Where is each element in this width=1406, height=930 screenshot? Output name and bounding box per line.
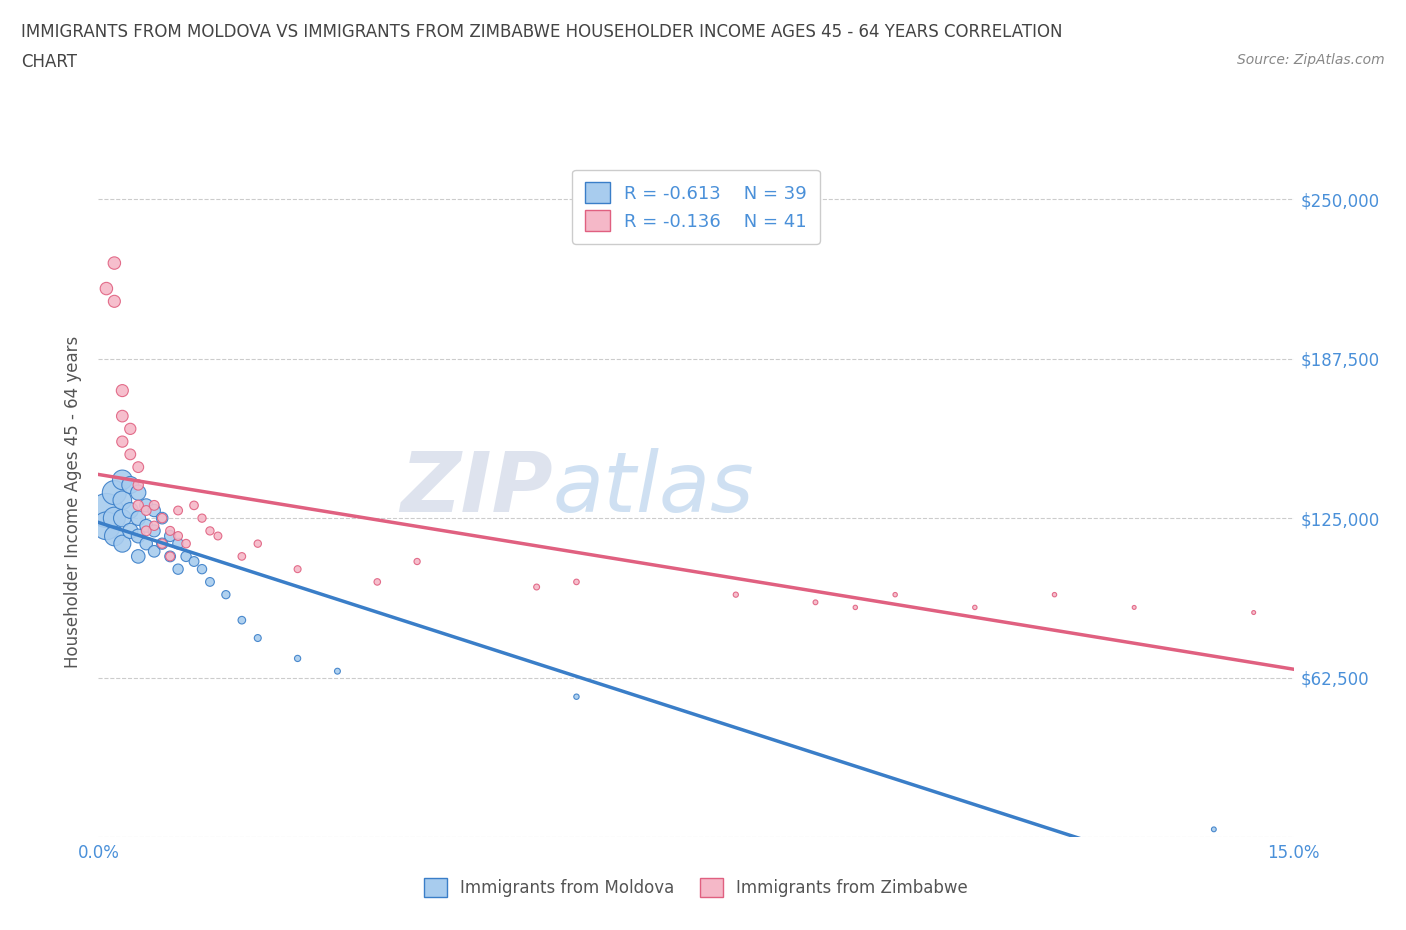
Point [111, 511, 134, 525]
Point [150, 511, 173, 525]
Point [111, 383, 134, 398]
Point [174, 537, 197, 551]
Text: CHART: CHART [21, 53, 77, 71]
Text: Source: ZipAtlas.com: Source: ZipAtlas.com [1237, 53, 1385, 67]
Point [127, 485, 149, 500]
Point [135, 524, 157, 538]
Text: atlas: atlas [553, 448, 754, 529]
Text: IMMIGRANTS FROM MOLDOVA VS IMMIGRANTS FROM ZIMBABWE HOUSEHOLDER INCOME AGES 45 -: IMMIGRANTS FROM MOLDOVA VS IMMIGRANTS FR… [21, 23, 1063, 41]
Point [127, 549, 149, 564]
Point [565, 689, 588, 704]
Point [191, 511, 214, 525]
Point [143, 518, 166, 533]
Point [167, 562, 190, 577]
Point [287, 651, 309, 666]
Point [231, 549, 253, 564]
Point [246, 631, 269, 645]
Point [1123, 600, 1146, 615]
Point [111, 434, 134, 449]
Text: ZIP: ZIP [399, 448, 553, 529]
Point [135, 498, 157, 512]
Point [150, 537, 173, 551]
Point [96, 281, 118, 296]
Point [120, 477, 142, 492]
Point [135, 503, 157, 518]
Point [804, 595, 827, 610]
Point [246, 537, 269, 551]
Point [215, 587, 238, 602]
Point [183, 554, 205, 569]
Point [1043, 587, 1066, 602]
Point [103, 511, 125, 525]
Point [120, 524, 142, 538]
Point [1243, 605, 1265, 620]
Point [159, 528, 181, 543]
Point [198, 524, 221, 538]
Point [127, 528, 149, 543]
Point [183, 498, 205, 512]
Point [884, 587, 907, 602]
Point [96, 518, 118, 533]
Point [844, 600, 866, 615]
Point [150, 511, 173, 525]
Point [174, 549, 197, 564]
Point [127, 498, 149, 512]
Point [143, 524, 166, 538]
Point [198, 575, 221, 590]
Point [111, 408, 134, 423]
Point [191, 562, 214, 577]
Point [111, 537, 134, 551]
Point [167, 503, 190, 518]
Point [159, 524, 181, 538]
Point [1202, 822, 1225, 837]
Point [366, 575, 388, 590]
Point [150, 537, 173, 551]
Point [287, 562, 309, 577]
Point [111, 472, 134, 487]
Point [143, 503, 166, 518]
Point [963, 600, 986, 615]
Point [120, 447, 142, 462]
Point [111, 493, 134, 508]
Legend: Immigrants from Moldova, Immigrants from Zimbabwe: Immigrants from Moldova, Immigrants from… [412, 867, 980, 909]
Point [724, 587, 747, 602]
Point [103, 256, 125, 271]
Point [143, 498, 166, 512]
Point [127, 459, 149, 474]
Point [135, 518, 157, 533]
Point [103, 528, 125, 543]
Point [96, 503, 118, 518]
Point [526, 579, 548, 594]
Point [103, 294, 125, 309]
Point [135, 537, 157, 551]
Point [406, 554, 429, 569]
Point [326, 664, 349, 679]
Point [120, 421, 142, 436]
Point [207, 528, 229, 543]
Point [120, 503, 142, 518]
Point [127, 477, 149, 492]
Point [143, 544, 166, 559]
Point [167, 528, 190, 543]
Point [159, 549, 181, 564]
Point [167, 537, 190, 551]
Point [565, 575, 588, 590]
Point [231, 613, 253, 628]
Point [127, 511, 149, 525]
Point [159, 549, 181, 564]
Point [103, 485, 125, 500]
Y-axis label: Householder Income Ages 45 - 64 years: Householder Income Ages 45 - 64 years [65, 336, 83, 669]
